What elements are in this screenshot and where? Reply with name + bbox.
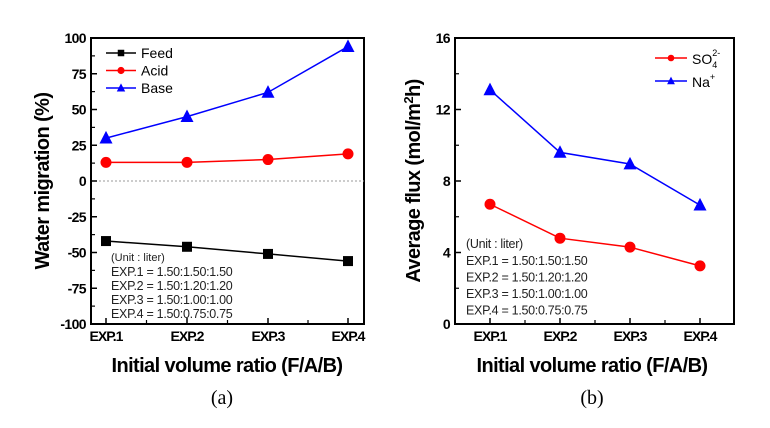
chart-a: -100 -75 -50 -25 0 25 50 75 100 EXP.1 EXP.2 EXP.3 E… — [32, 30, 367, 409]
data-point — [263, 248, 273, 259]
series-line — [489, 203, 701, 267]
chart-b: 0 4 8 12 16 EXP.1 EXP.2 EXP.3 EXP.4 SO42- Na+ (U… — [401, 30, 735, 409]
series-line — [489, 89, 701, 206]
y-tick-label: 16 — [436, 30, 451, 46]
legend-marker — [117, 49, 125, 57]
legend-marker — [117, 66, 125, 75]
y-tick-label: 0 — [443, 316, 451, 332]
legend-label: Acid — [141, 63, 168, 79]
legend-marker — [116, 83, 126, 92]
y-tick-label: -25 — [68, 209, 87, 225]
x-axis-title-b: Initial volume ratio (F/A/B) — [477, 355, 708, 377]
series-feed — [101, 236, 353, 267]
data-point — [182, 241, 192, 252]
data-point — [623, 156, 637, 170]
annotation-line: EXP.3 = 1.50:1.00:1.00 — [111, 293, 233, 307]
data-point — [484, 198, 496, 210]
annotation-line: EXP.2 = 1.50:1.20:1.20 — [111, 279, 233, 293]
x-tick-label: EXP.1 — [474, 328, 508, 344]
series-line — [105, 240, 349, 262]
y-tick-label: 100 — [64, 30, 86, 46]
series-na- — [483, 82, 707, 211]
legend-label: SO42- — [692, 48, 720, 70]
y-tick-label: 12 — [436, 102, 451, 118]
y-tick-label: 25 — [72, 137, 87, 153]
annotation-header: (Unit : liter) — [111, 252, 165, 264]
annotation-line: EXP.4 = 1.50:0.75:0.75 — [466, 304, 588, 318]
legend-label: Feed — [141, 45, 173, 61]
data-point — [693, 197, 707, 211]
data-point — [262, 154, 274, 166]
legend-b: SO42- Na+ — [655, 48, 720, 90]
caption-b: (b) — [580, 387, 603, 409]
data-point — [101, 236, 111, 247]
data-point — [341, 39, 355, 52]
legend-label: Base — [141, 80, 173, 96]
data-point — [181, 156, 193, 168]
x-tick-label: EXP.3 — [252, 328, 286, 344]
y-axis-title-a: Water migration (%) — [32, 93, 54, 270]
annotation-line: EXP.1 = 1.50:1.50:1.50 — [466, 254, 588, 268]
caption-a: (a) — [211, 387, 233, 409]
y-tick-label: 4 — [443, 245, 451, 261]
y-tick-label: 50 — [72, 102, 87, 118]
data-point — [99, 130, 113, 144]
legend-marker — [667, 76, 675, 85]
x-tick-label: EXP.2 — [171, 328, 205, 344]
y-axis-title-b: Average flux (mol/m2h) — [401, 79, 425, 282]
y-tick-label: 0 — [79, 173, 87, 189]
y-tick-label: 8 — [443, 173, 451, 189]
data-point — [554, 232, 566, 244]
series-base — [99, 39, 355, 144]
x-tick-label: EXP.2 — [544, 328, 578, 344]
data-point — [694, 260, 706, 272]
x-axis-title-a: Initial volume ratio (F/A/B) — [112, 355, 343, 377]
annotation-line: EXP.3 = 1.50:1.00:1.00 — [466, 287, 588, 301]
data-point — [343, 256, 353, 267]
legend-marker — [667, 54, 675, 62]
series-line — [105, 45, 349, 139]
y-tick-label: -50 — [68, 245, 87, 261]
annotation-b: (Unit : liter) EXP.1 = 1.50:1.50:1.50 EXP.… — [466, 237, 588, 318]
x-tick-label: EXP.4 — [684, 328, 718, 344]
y-tick-label: 75 — [72, 66, 87, 82]
data-point — [483, 82, 497, 96]
legend-label: Na+ — [692, 72, 715, 90]
annotation-line: EXP.1 = 1.50:1.50:1.50 — [111, 265, 233, 279]
annotation-a: (Unit : liter)EXP.1 = 1.50:1.50:1.50EXP.… — [111, 252, 233, 321]
data-point — [180, 109, 194, 123]
x-tick-label: EXP.1 — [90, 328, 124, 344]
data-point — [261, 85, 275, 98]
y-tick-label: -75 — [68, 280, 87, 296]
annotation-header: (Unit : liter) — [466, 237, 523, 251]
data-point — [342, 148, 354, 160]
series-line — [106, 153, 349, 164]
series-acid — [100, 148, 354, 168]
series-so4-2- — [484, 198, 706, 272]
annotation-line: EXP.4 = 1.50:0.75:0.75 — [111, 307, 233, 321]
x-tick-label: EXP.3 — [614, 328, 648, 344]
annotation-line: EXP.2 = 1.50:1.20:1.20 — [466, 271, 588, 285]
y-tick-label: -100 — [60, 316, 86, 332]
data-point — [553, 145, 567, 158]
x-tick-label: EXP.4 — [332, 328, 366, 344]
data-point — [624, 241, 636, 253]
data-point — [100, 156, 112, 168]
